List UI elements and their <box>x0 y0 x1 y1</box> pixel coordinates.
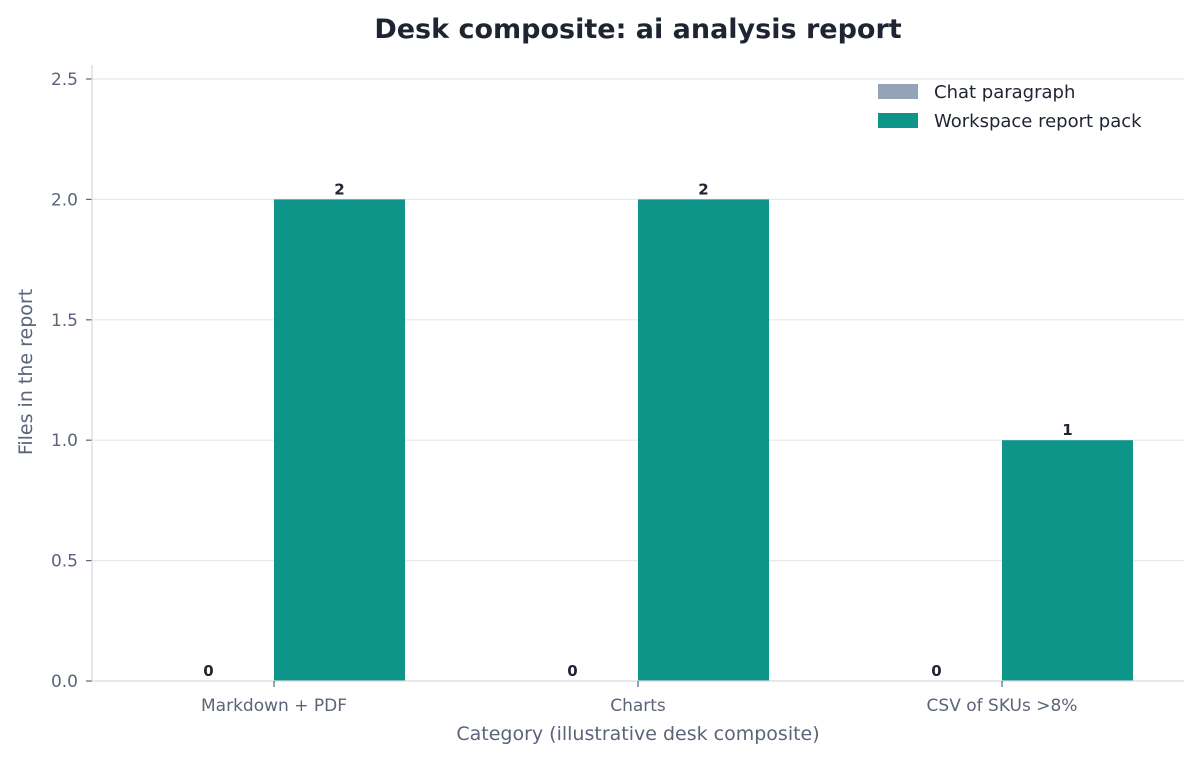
y-tick-label: 2.0 <box>51 190 78 210</box>
y-tick-label: 2.5 <box>51 70 78 90</box>
bar-workspace-report-pack <box>638 199 769 681</box>
data-labels: 0 2 0 2 0 1 <box>203 180 1072 680</box>
legend-swatch <box>878 113 918 128</box>
y-tick-label: 1.0 <box>51 431 78 451</box>
bar-value-label: 0 <box>567 662 577 680</box>
x-tick-label: Markdown + PDF <box>201 696 347 716</box>
axes: 0.0 0.5 1.0 1.5 2.0 2.5 Markdown + PDF Charts CS… <box>51 65 1184 716</box>
legend: Chat paragraph Workspace report pack <box>878 82 1142 132</box>
bars <box>274 199 1133 681</box>
legend-swatch <box>878 84 918 99</box>
bar-value-label: 0 <box>203 662 213 680</box>
bar-workspace-report-pack <box>274 199 405 681</box>
x-tick-label: CSV of SKUs >8% <box>927 696 1078 716</box>
legend-entry: Workspace report pack <box>934 111 1142 132</box>
bar-value-label: 1 <box>1062 421 1072 439</box>
chart-title: Desk composite: ai analysis report <box>374 14 901 45</box>
x-axis-label: Category (illustrative desk composite) <box>456 723 819 745</box>
bar-value-label: 2 <box>698 180 708 198</box>
y-tick-label: 0.0 <box>51 672 78 692</box>
y-tick-label: 1.5 <box>51 311 78 331</box>
x-tick-label: Charts <box>610 696 666 716</box>
bar-value-label: 2 <box>334 180 344 198</box>
y-axis-label: Files in the report <box>15 289 37 455</box>
bar-workspace-report-pack <box>1002 440 1133 681</box>
legend-entry: Chat paragraph <box>934 82 1075 103</box>
bar-value-label: 0 <box>931 662 941 680</box>
y-tick-label: 0.5 <box>51 552 78 572</box>
